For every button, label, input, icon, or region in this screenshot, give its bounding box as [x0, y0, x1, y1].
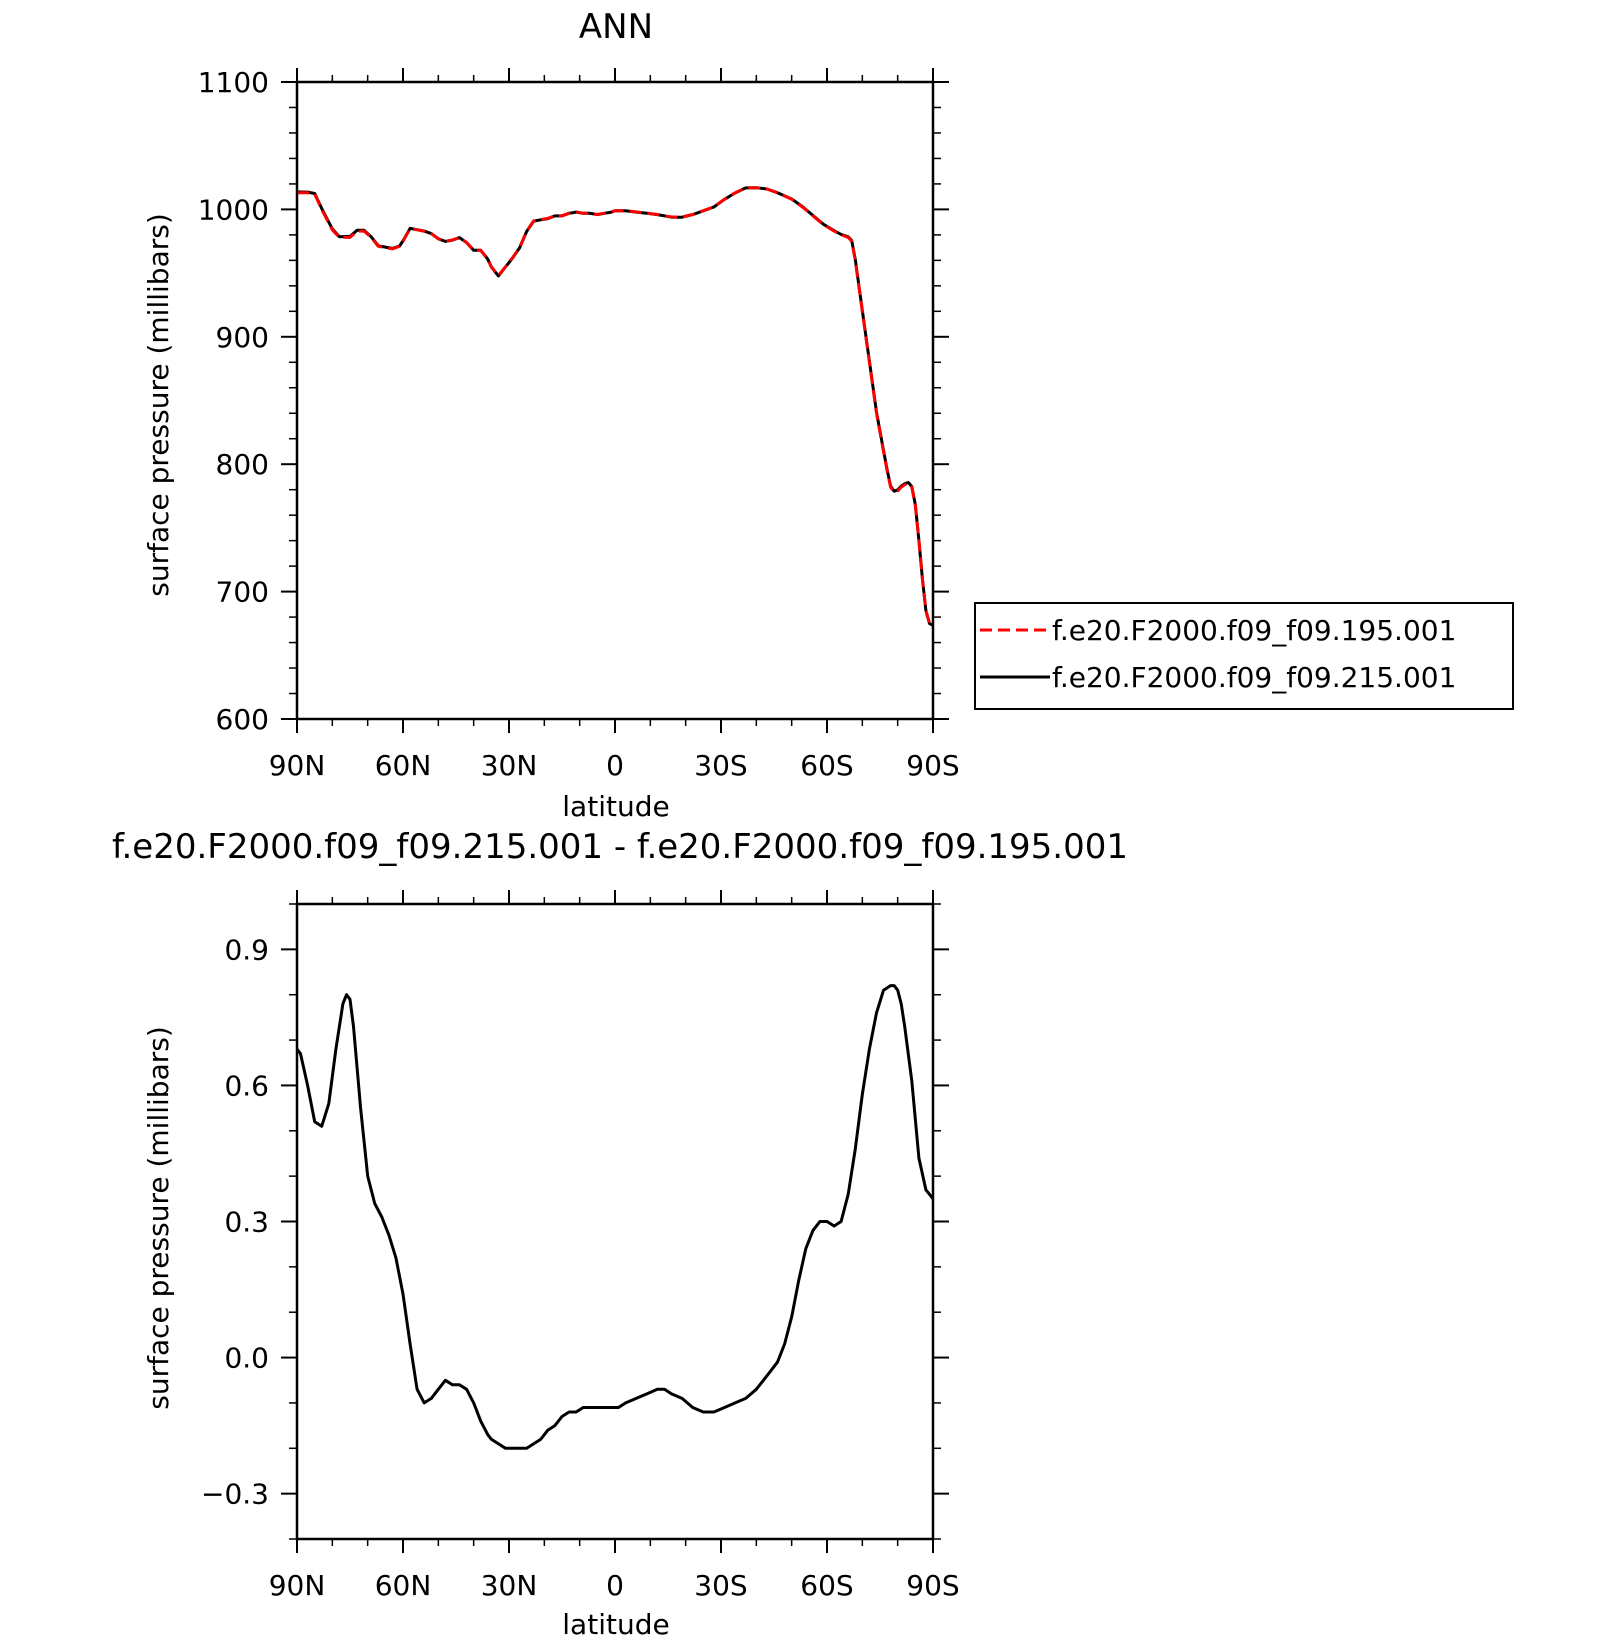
bottom-y-tick-label: 0.0	[224, 1342, 269, 1375]
top-x-tick-label: 30N	[481, 749, 538, 782]
bottom-x-tick-label: 60N	[375, 1569, 432, 1602]
top-x-tick-label: 30S	[694, 749, 747, 782]
top-y-tick-label: 1100	[198, 66, 269, 99]
bottom-lines	[295, 984, 935, 1450]
top-axes: 90N 60N 30N 0 30S 60S 90S 600 700 800 900 1000 1100	[198, 66, 960, 782]
bottom-x-tick-label: 30S	[694, 1569, 747, 1602]
bottom-panel: f.e20.F2000.f09_f09.215.001 - f.e20.F200…	[112, 827, 1128, 1641]
bottom-y-tick-label: 0.6	[224, 1069, 269, 1102]
top-y-tick-label: 1000	[198, 193, 269, 226]
legend-box	[974, 602, 1514, 710]
top-plot-frame	[295, 80, 935, 721]
top-y-tick-label: 900	[216, 321, 269, 354]
bottom-x-axis-label: latitude	[562, 1608, 669, 1641]
top-y-tick-label: 800	[216, 448, 269, 481]
top-x-tick-label: 60S	[800, 749, 853, 782]
bottom-chart-title: f.e20.F2000.f09_f09.215.001 - f.e20.F200…	[112, 827, 1128, 867]
bottom-x-tick-label: 0	[606, 1569, 624, 1602]
bottom-y-tick-label: 0.3	[224, 1206, 269, 1239]
bottom-x-tick-label: 90N	[269, 1569, 326, 1602]
series-line-dashed	[297, 186, 934, 628]
top-x-tick-label: 60N	[375, 749, 432, 782]
top-panel: ANN surface pressure (millibars) latitud…	[142, 7, 960, 823]
legend-entry-1: f.e20.F2000.f09_f09.195.001	[1052, 614, 1456, 647]
top-chart-title: ANN	[579, 7, 653, 47]
bottom-plot-frame	[295, 902, 935, 1541]
bottom-y-axis-label: surface pressure (millibars)	[142, 1026, 175, 1410]
top-x-axis-label: latitude	[562, 790, 669, 823]
bottom-y-tick-label: −0.3	[201, 1478, 269, 1511]
top-x-tick-label: 0	[606, 749, 624, 782]
top-x-tick-label: 90N	[269, 749, 326, 782]
bottom-x-tick-label: 90S	[906, 1569, 959, 1602]
series-line-solid	[295, 984, 935, 1450]
top-y-tick-label: 700	[216, 576, 269, 609]
legend: f.e20.F2000.f09_f09.195.001 f.e20.F2000.…	[974, 602, 1514, 710]
bottom-x-tick-label: 60S	[800, 1569, 853, 1602]
bottom-y-tick-label: 0.9	[224, 933, 269, 966]
bottom-axes: 90N 60N 30N 0 30S 60S 90S −0.3 0.0 0.3 0.6 0.9	[201, 890, 960, 1602]
bottom-x-tick-label: 30N	[481, 1569, 538, 1602]
top-y-tick-label: 600	[216, 703, 269, 736]
top-x-tick-label: 90S	[906, 749, 959, 782]
legend-entry-2: f.e20.F2000.f09_f09.215.001	[1052, 661, 1456, 694]
top-y-axis-label: surface pressure (millibars)	[142, 213, 175, 597]
top-lines	[296, 186, 934, 628]
series-line-solid	[296, 186, 934, 627]
